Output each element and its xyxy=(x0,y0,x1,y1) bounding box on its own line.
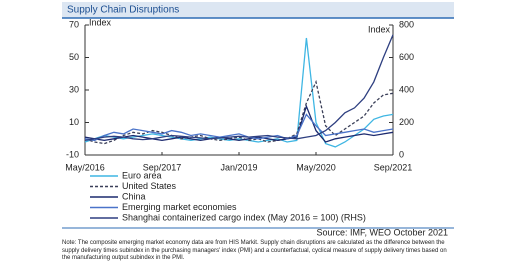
x-tick-label: May/2016 xyxy=(65,162,105,172)
y2-tick-label: 200 xyxy=(399,117,414,127)
y2-tick-label: 800 xyxy=(399,19,414,29)
legend-label: United States xyxy=(122,181,177,191)
series-line xyxy=(84,79,394,145)
y-tick-label: -10 xyxy=(66,149,79,159)
y2-axis-label: Index xyxy=(368,24,391,34)
x-tick-label: Sep/2017 xyxy=(143,162,182,172)
x-tick-label: Sep/2021 xyxy=(374,162,413,172)
legend-label: Euro area xyxy=(122,170,162,180)
y-tick-label: 50 xyxy=(69,52,79,62)
x-tick-label: Jan/2019 xyxy=(220,162,257,172)
x-tick-label: May/2020 xyxy=(296,162,336,172)
chart-title: Supply Chain Disruptions xyxy=(67,5,179,16)
y-tick-label: 10 xyxy=(69,117,79,127)
note: Note: The composite emerging market econ… xyxy=(62,240,447,261)
y2-tick-label: 400 xyxy=(399,84,414,94)
chart: Supply Chain Disruptions Index Index Sou… xyxy=(62,2,454,237)
series-line xyxy=(84,104,394,143)
title-band xyxy=(62,2,454,18)
y2-tick-label: 600 xyxy=(399,52,414,62)
y-tick-label: 30 xyxy=(69,84,79,94)
legend-label: Emerging market economies xyxy=(122,202,237,212)
y-tick-label: 70 xyxy=(69,19,79,29)
y2-tick-label: 0 xyxy=(399,149,404,159)
legend-label: Shanghai containerized cargo index (May … xyxy=(122,212,366,222)
legend-label: China xyxy=(122,191,146,201)
series-line xyxy=(84,113,394,142)
series-line xyxy=(84,34,394,142)
source: Source: IMF, WEO October 2021 xyxy=(316,227,448,237)
y-axis-label: Index xyxy=(89,17,112,27)
